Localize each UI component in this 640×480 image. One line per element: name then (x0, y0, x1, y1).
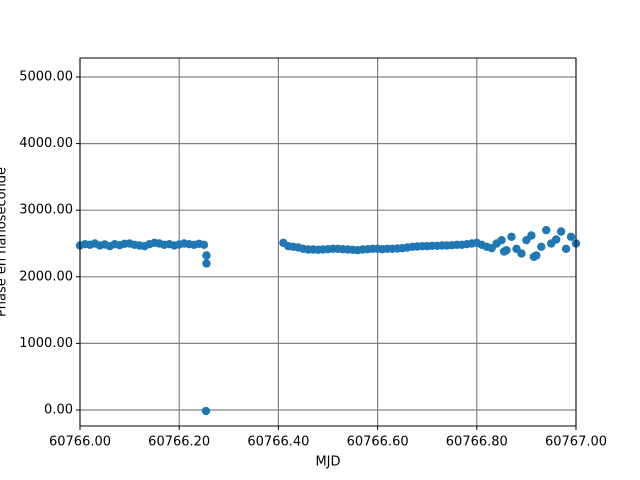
data-point (551, 235, 561, 244)
data-point (199, 240, 209, 250)
data-point (201, 406, 211, 416)
data-point (497, 235, 506, 245)
y-tick-label: 5000.00 (19, 69, 73, 84)
data-point (202, 251, 211, 260)
data-point (502, 245, 511, 255)
data-point (556, 227, 566, 236)
data-point (532, 251, 541, 260)
x-tick-label: 60766.80 (446, 435, 508, 450)
y-tick-label: 1000.00 (19, 336, 73, 351)
y-axis-label: Phase en nanoseconde (0, 167, 10, 317)
x-tick-label: 60766.20 (148, 435, 210, 450)
plot-frame (79, 57, 577, 427)
y-tick-label: 2000.00 (19, 269, 73, 284)
data-point (561, 244, 571, 254)
y-tick-label: 0.00 (44, 403, 73, 418)
x-tick-label: 60767.00 (545, 435, 607, 450)
y-tick-label: 4000.00 (19, 136, 73, 151)
data-point (517, 249, 526, 258)
x-axis-label: MJD (315, 455, 340, 470)
data-point (566, 232, 576, 242)
x-tick-label: 60766.40 (247, 435, 309, 450)
data-point (542, 225, 551, 235)
data-point (202, 259, 211, 268)
data-point (527, 231, 536, 240)
x-tick-label: 60766.00 (49, 435, 111, 450)
data-point (507, 232, 516, 242)
data-point (537, 242, 546, 252)
x-tick-label: 60766.60 (347, 435, 409, 450)
y-tick-label: 3000.00 (19, 203, 73, 218)
